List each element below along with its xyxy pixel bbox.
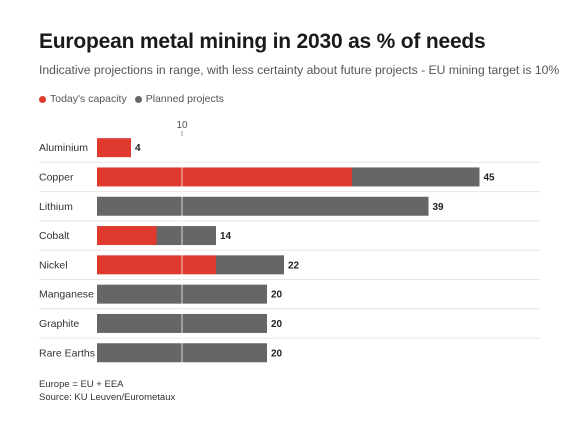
- category-label-aluminium: Aluminium: [39, 142, 88, 154]
- category-label-rare-earths: Rare Earths: [39, 347, 95, 359]
- legend-swatch-planned: [134, 95, 142, 103]
- value-label-aluminium: 4: [135, 143, 141, 154]
- legend: Today's capacity Planned projects: [39, 93, 232, 105]
- reference-label: 10: [176, 120, 188, 131]
- value-label-rare-earths: 20: [271, 348, 283, 359]
- value-label-copper: 45: [484, 172, 496, 183]
- legend-label-planned: Planned projects: [145, 93, 224, 105]
- bar-cobalt-today-s-capacity: [97, 226, 157, 246]
- bar-copper-planned-projects: [352, 167, 480, 187]
- category-label-cobalt: Cobalt: [39, 230, 69, 242]
- category-label-nickel: Nickel: [39, 259, 68, 271]
- value-label-manganese: 20: [271, 290, 283, 301]
- legend-item-planned: Planned projects: [134, 93, 224, 105]
- source-note: Source: KU Leuven/Eurometaux: [39, 392, 176, 403]
- bar-lithium-planned-projects: [97, 196, 429, 216]
- bar-copper-today-s-capacity: [97, 167, 352, 187]
- value-label-lithium: 39: [433, 202, 445, 213]
- legend-label-today: Today's capacity: [50, 93, 127, 105]
- bar-chart: Aluminium 4 Copper 45 Lithium 39 Cobalt 14 Nicke…: [39, 120, 540, 364]
- footer: Europe = EU + EEA Source: KU Leuven/Euro…: [39, 378, 175, 404]
- legend-item-today: Today's capacity: [39, 93, 127, 105]
- category-label-graphite: Graphite: [39, 318, 79, 330]
- value-label-nickel: 22: [288, 260, 300, 271]
- bar-cobalt-planned-projects: [156, 226, 216, 246]
- category-label-lithium: Lithium: [39, 201, 73, 213]
- chart-title: European metal mining in 2030 as % of ne…: [39, 30, 486, 53]
- legend-swatch-today: [39, 95, 46, 103]
- category-label-copper: Copper: [39, 171, 74, 183]
- footer-note: Europe = EU + EEA: [39, 379, 124, 390]
- chart-subtitle: Indicative projections in range, with le…: [39, 63, 560, 77]
- bar-nickel-today-s-capacity: [97, 255, 216, 275]
- bar-aluminium-today-s-capacity: [97, 138, 131, 158]
- bar-nickel-planned-projects: [216, 255, 284, 275]
- value-label-cobalt: 14: [220, 231, 232, 242]
- value-label-graphite: 20: [271, 319, 283, 330]
- category-label-manganese: Manganese: [39, 289, 94, 301]
